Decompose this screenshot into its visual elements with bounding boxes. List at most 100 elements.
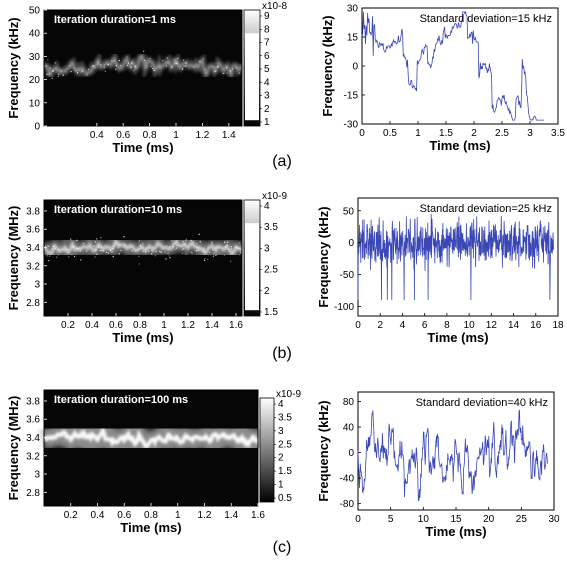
spectrogram-speckle — [152, 67, 154, 70]
spectrogram-speckle — [112, 247, 114, 249]
spectrogram-speckle — [109, 249, 112, 251]
spectrogram-speckle — [111, 251, 113, 253]
colorbar-tick-label: 8 — [264, 24, 270, 35]
spectrogram-xtick-label: 1.2 — [181, 320, 195, 331]
trace-xtick-label: 30 — [548, 514, 560, 525]
trace-xtick-label: 0 — [355, 514, 361, 525]
spectrogram-speckle — [104, 244, 106, 246]
spectrogram-speckle — [182, 59, 185, 61]
spectrogram-speckle — [152, 251, 154, 253]
spectrogram-speckle — [141, 247, 143, 249]
spectrogram-speckle — [56, 251, 58, 254]
spectrogram-xtick-label: 0.6 — [116, 130, 130, 141]
spectrogram-speckle — [82, 242, 85, 245]
trace-ytick-label: 40 — [343, 423, 355, 434]
spectrogram-speckle — [229, 70, 231, 72]
spectrogram-speckle — [44, 245, 47, 247]
spectrogram-speckle — [134, 66, 136, 68]
spectrogram-speckle — [70, 238, 72, 240]
spectrogram-speckle — [85, 250, 88, 252]
spectrogram-speckle — [202, 250, 205, 252]
colorbar-gradient — [259, 397, 275, 503]
spectrogram-ytick-label: 10 — [29, 98, 41, 109]
trace-xlabel: Time (ms) — [429, 138, 490, 153]
spectrogram-speckle — [165, 245, 167, 248]
spectrogram-speckle — [231, 247, 233, 250]
spectrogram-speckle — [62, 74, 64, 76]
spectrogram-speckle — [100, 237, 102, 239]
spectrogram-speckle — [197, 247, 199, 249]
spectrogram-speckle — [226, 72, 228, 74]
spectrogram-speckle — [183, 248, 185, 250]
spectrogram-speckle — [94, 67, 96, 69]
spectrogram-speckle — [91, 251, 94, 253]
spectrogram-ytick-label: 3.2 — [26, 261, 40, 272]
trace-0: Standard deviation=15 kHz 0 0.5 1 1.5 2 2.5 3 3.… — [320, 4, 565, 154]
colorbar-tick-label: 2 — [264, 286, 270, 297]
spectrogram-speckle — [39, 250, 41, 252]
trace-xtick-label: 8 — [444, 320, 450, 331]
spectrogram-speckle — [105, 245, 107, 247]
spectrogram-speckle — [185, 65, 187, 67]
spectrogram-speckle — [151, 253, 153, 255]
spectrogram-speckle — [135, 249, 137, 251]
spectrogram-speckle — [142, 243, 144, 245]
spectrogram-speckle — [80, 71, 82, 73]
spectrogram-speckle — [49, 255, 51, 257]
colorbar-exponent: x10-8 — [262, 1, 287, 12]
trace-ylabel: Frequency (kHz) — [316, 206, 331, 307]
spectrogram-speckle — [76, 239, 78, 241]
spectrogram-speckle — [145, 61, 147, 63]
spectrogram-speckle — [100, 64, 102, 66]
spectrogram-speckle — [217, 66, 219, 68]
spectrogram-speckle — [176, 240, 178, 242]
trace-xtick-label: 25 — [516, 514, 528, 525]
spectrogram-speckle — [126, 64, 128, 66]
spectrogram-speckle — [204, 245, 206, 247]
trace-ytick-label: -40 — [340, 474, 355, 485]
trace-ytick-label: 50 — [343, 206, 355, 217]
spectrogram-speckle — [94, 241, 96, 243]
trace-xtick-label: 16 — [530, 320, 542, 331]
spectrogram-speckle — [203, 259, 206, 261]
trace-ytick-label: 80 — [343, 397, 355, 408]
spectrogram-speckle — [120, 64, 122, 67]
trace-xtick-label: 2.5 — [495, 128, 509, 139]
spectrogram-xtick-label: 1.4 — [224, 510, 238, 521]
spectrogram-speckle — [177, 57, 179, 59]
spectrogram-speckle — [168, 248, 170, 250]
spectrogram-speckle — [63, 250, 65, 252]
spectrogram-ylabel: Frequency (kHz) — [6, 17, 21, 118]
spectrogram-xtick-label: 0.4 — [90, 130, 104, 141]
spectrogram-speckle — [120, 249, 122, 252]
trace-ytick-label: -100 — [334, 302, 354, 313]
spectrogram-speckle — [53, 245, 55, 248]
spectrogram-speckle — [59, 245, 61, 247]
colorbar-2: 4 3.5 3 2.5 2 1.5 1 0.5 x10-9 — [259, 389, 301, 504]
spectrogram-speckle — [167, 252, 169, 254]
trace-frame — [361, 7, 559, 125]
spectrogram-speckle — [207, 258, 209, 260]
spectrogram-speckle — [197, 249, 200, 251]
spectrogram-speckle — [211, 241, 213, 243]
spectrogram-speckle — [185, 253, 187, 255]
spectrogram-speckle — [101, 250, 103, 252]
spectrogram-speckle — [93, 245, 95, 247]
spectrogram-speckle — [135, 67, 137, 69]
spectrogram-speckle — [212, 255, 214, 257]
spectrogram-speckle — [223, 72, 225, 74]
trace-frame — [357, 391, 555, 511]
spectrogram-speckle — [106, 251, 108, 253]
spectrogram-plot-area — [44, 200, 242, 316]
spectrogram-speckle — [185, 62, 187, 64]
spectrogram-speckle — [224, 241, 226, 243]
spectrogram-speckle — [127, 62, 129, 64]
spectrogram-speckle — [106, 63, 109, 65]
trace-ytick-label: -15 — [344, 91, 359, 102]
spectrogram-speckle — [239, 251, 242, 254]
spectrogram-0: Iteration duration=1 ms 0.4 0.6 0.8 1 1.2 1.4 0… — [6, 6, 246, 155]
spectrogram-speckle — [138, 248, 140, 250]
spectrogram-speckle — [238, 242, 240, 244]
spectrogram-speckle — [86, 74, 88, 76]
spectrogram-speckle — [192, 241, 194, 243]
